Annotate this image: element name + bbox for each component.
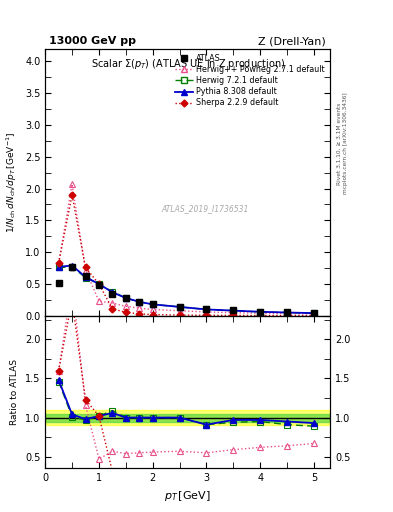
Bar	[45, 414, 330, 421]
Y-axis label: Ratio to ATLAS: Ratio to ATLAS	[10, 359, 19, 425]
Text: ATLAS_2019_I1736531: ATLAS_2019_I1736531	[161, 204, 248, 214]
X-axis label: $p_T\,[\rm GeV]$: $p_T\,[\rm GeV]$	[164, 489, 211, 503]
Text: Z (Drell-Yan): Z (Drell-Yan)	[259, 36, 326, 46]
Text: Scalar $\Sigma(p_T)$ (ATLAS UE in Z production): Scalar $\Sigma(p_T)$ (ATLAS UE in Z prod…	[90, 57, 285, 71]
Text: 13000 GeV pp: 13000 GeV pp	[49, 36, 136, 46]
Legend: ATLAS, Herwig++ Powheg 2.7.1 default, Herwig 7.2.1 default, Pythia 8.308 default: ATLAS, Herwig++ Powheg 2.7.1 default, He…	[172, 51, 328, 111]
Text: Rivet 3.1.10, ≥ 3.1M events: Rivet 3.1.10, ≥ 3.1M events	[336, 102, 342, 184]
Bar	[45, 410, 330, 425]
Text: mcplots.cern.ch [arXiv:1306.3436]: mcplots.cern.ch [arXiv:1306.3436]	[343, 93, 348, 194]
Y-axis label: $1/N_{\rm ch}\,dN_{\rm ch}/dp_T\,[\rm GeV^{-1}]$: $1/N_{\rm ch}\,dN_{\rm ch}/dp_T\,[\rm Ge…	[5, 132, 19, 233]
